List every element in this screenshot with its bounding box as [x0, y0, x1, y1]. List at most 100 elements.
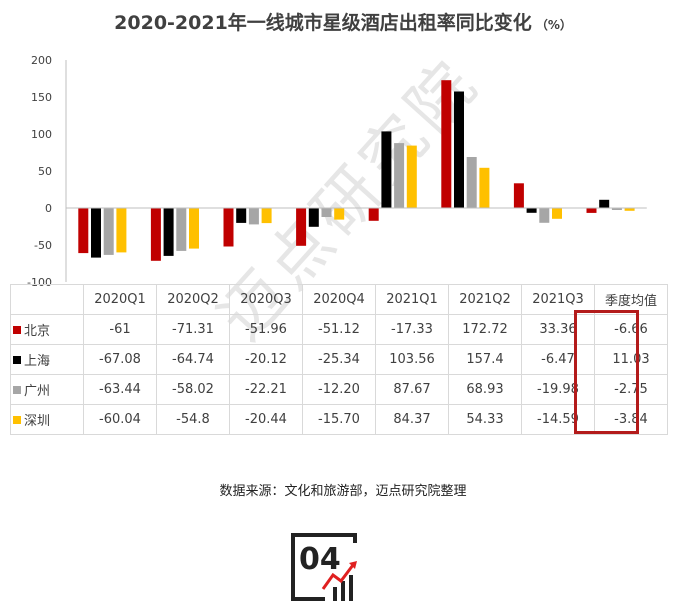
data-label: -6.66: [594, 314, 668, 345]
bar-北京-2021Q3: [513, 183, 524, 208]
data-label: -20.12: [229, 344, 303, 375]
bar-上海-2021Q3: [526, 208, 537, 213]
data-label: -71.31: [156, 314, 230, 345]
data-source-note: 数据来源：文化和旅游部，迈点研究院整理: [219, 484, 467, 499]
bar-北京-2021Q2: [441, 80, 452, 208]
column-header: 2021Q1: [375, 284, 449, 315]
bar-上海-2020Q4: [308, 208, 319, 227]
data-label: 157.4: [448, 344, 522, 375]
data-table: 2020Q1 2020Q2 2020Q3 2020Q4 2021Q1 2021Q2 2021…: [10, 284, 668, 435]
series-name: 深圳: [24, 414, 51, 429]
column-header: 2020Q1: [83, 284, 157, 315]
bar-北京-2020Q3: [223, 208, 234, 247]
data-label: -61: [83, 314, 157, 345]
bar-上海-2020Q3: [236, 208, 247, 223]
bar-上海-季度均值: [599, 199, 610, 208]
data-label: -14.59: [521, 404, 595, 435]
bar-北京-季度均值: [586, 208, 597, 213]
bar-深圳-2021Q2: [479, 167, 490, 208]
legend-swatch: [13, 386, 21, 394]
logo-text: 04: [299, 542, 341, 577]
bar-深圳-季度均值: [624, 208, 635, 211]
bar-广州-2020Q3: [248, 208, 259, 225]
data-label: 172.72: [448, 314, 522, 345]
bar-广州-2021Q1: [394, 143, 405, 208]
column-header: 季度均值: [594, 284, 668, 315]
y-tick-label: 200: [31, 54, 52, 67]
legend-swatch: [13, 356, 21, 364]
column-header: 2020Q3: [229, 284, 303, 315]
bar-广州-2021Q3: [539, 208, 550, 223]
data-label: 68.93: [448, 374, 522, 405]
bar-深圳-2020Q2: [189, 208, 199, 249]
average-highlight-box: [574, 310, 639, 434]
header-corner: [10, 284, 84, 315]
logo-bar-1: [333, 587, 337, 601]
data-label: 87.67: [375, 374, 449, 405]
column-header: 2020Q2: [156, 284, 230, 315]
data-label: -64.74: [156, 344, 230, 375]
data-label: -67.08: [83, 344, 157, 375]
data-label: 33.36: [521, 314, 595, 345]
bar-深圳-2020Q1: [116, 208, 127, 253]
series-name: 北京: [24, 324, 51, 339]
logo: 04: [291, 533, 357, 601]
column-header: 2021Q2: [448, 284, 522, 315]
data-label: -63.44: [83, 374, 157, 405]
y-tick-label: -50: [34, 239, 52, 252]
bar-北京-2020Q1: [78, 208, 89, 254]
logo-bar-2: [341, 581, 345, 601]
series-legend-label: 广州: [10, 374, 84, 405]
logo-bar-3: [349, 575, 353, 601]
series-name: 上海: [24, 354, 51, 369]
bar-上海-2021Q1: [381, 131, 392, 208]
bar-广州-2020Q2: [176, 208, 187, 251]
table-row: 广州 -63.44 -58.02 -22.21 -12.20 87.67 68.93 -19.…: [10, 374, 668, 405]
series-name: 广州: [24, 384, 51, 399]
bar-上海-2020Q1: [91, 208, 101, 258]
y-tick-label: 50: [38, 165, 52, 178]
data-label: -22.21: [229, 374, 303, 405]
bar-深圳-2020Q3: [261, 208, 272, 224]
bar-广州-2020Q4: [321, 208, 332, 217]
legend-swatch: [13, 326, 21, 334]
data-label: -3.84: [594, 404, 668, 435]
series-legend-label: 深圳: [10, 404, 84, 435]
data-label: -58.02: [156, 374, 230, 405]
bar-广州-2020Q1: [103, 208, 114, 255]
y-tick-label: 150: [31, 91, 52, 104]
table-row: 深圳 -60.04 -54.8 -20.44 -15.70 84.37 54.33 -14.5…: [10, 404, 668, 435]
data-label: -54.8: [156, 404, 230, 435]
bar-深圳-2020Q4: [334, 208, 345, 220]
series-legend-label: 上海: [10, 344, 84, 375]
bar-深圳-2021Q1: [406, 145, 417, 208]
bar-上海-2021Q2: [454, 91, 464, 208]
bar-广州-季度均值: [611, 208, 622, 210]
bar-北京-2021Q1: [368, 208, 379, 221]
data-label: 54.33: [448, 404, 522, 435]
data-label: -51.96: [229, 314, 303, 345]
table-row: 上海 -67.08 -64.74 -20.12 -25.34 103.56 157.4 -6.…: [10, 344, 668, 375]
data-label: 84.37: [375, 404, 449, 435]
table-row: 北京 -61 -71.31 -51.96 -51.12 -17.33 172.72 33.36…: [10, 314, 668, 345]
title-text: 2020-2021年一线城市星级酒店出租率同比变化: [114, 12, 532, 34]
title-unit: （%）: [535, 18, 572, 32]
logo-arrowhead: [349, 561, 357, 569]
bar-深圳-2021Q3: [552, 208, 562, 219]
legend-swatch: [13, 416, 21, 424]
data-label: -19.98: [521, 374, 595, 405]
y-tick-label: 100: [31, 128, 52, 141]
data-label: 103.56: [375, 344, 449, 375]
logo-arrow: [321, 564, 355, 590]
data-label: -12.20: [302, 374, 376, 405]
data-table-header: 2020Q1 2020Q2 2020Q3 2020Q4 2021Q1 2021Q2 2021…: [10, 284, 668, 315]
data-label: -51.12: [302, 314, 376, 345]
data-label: -60.04: [83, 404, 157, 435]
data-label: -15.70: [302, 404, 376, 435]
chart-title: 2020-2021年一线城市星级酒店出租率同比变化 （%）: [0, 8, 686, 35]
data-label: 11.03: [594, 344, 668, 375]
data-label: -20.44: [229, 404, 303, 435]
y-tick-label: 0: [45, 202, 52, 215]
series-legend-label: 北京: [10, 314, 84, 345]
